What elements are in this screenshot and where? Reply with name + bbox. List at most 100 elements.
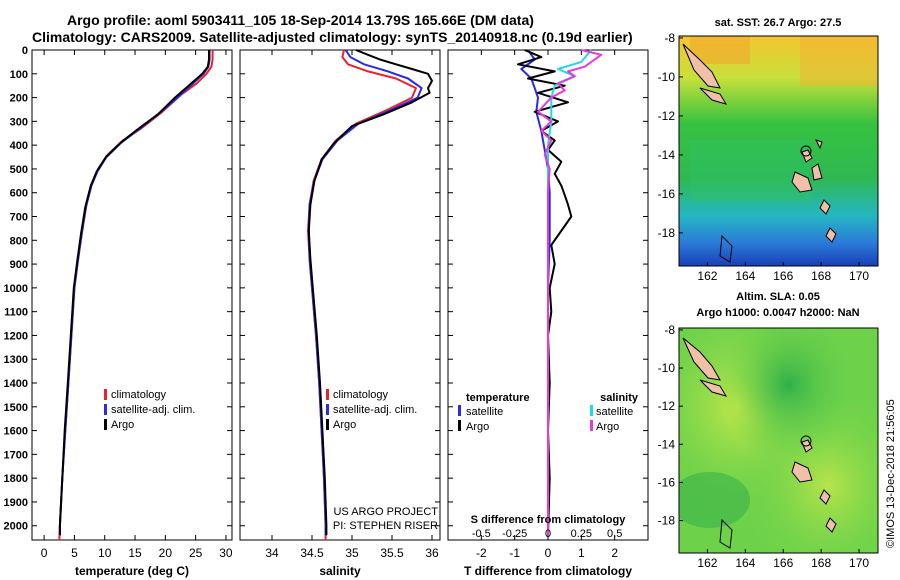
depth-tick-label: 100 <box>10 69 28 81</box>
depth-tick-label: 1500 <box>4 402 28 414</box>
legend-label: Argo <box>596 421 619 433</box>
imos-stamp: ©IMOS 13-Dec-2018 21:56:05 <box>885 399 897 548</box>
salinity-panel-frame <box>239 49 441 541</box>
sst-warm-patch <box>800 36 878 86</box>
legend-swatch <box>104 389 107 400</box>
x-tick-label: 0 <box>41 546 48 560</box>
x-tick-label: 36 <box>425 546 439 560</box>
depth-tick-label: 1600 <box>4 426 28 438</box>
depth-tick-label: 200 <box>10 93 28 105</box>
x-tick-label: 20 <box>159 546 173 560</box>
x-tick-label: 34.5 <box>300 546 324 560</box>
temperature-panel: 0 5 10 15 20 25 30 temperature (deg C) climatolo… <box>41 50 233 578</box>
lon-tick-label: 164 <box>735 269 755 283</box>
depth-tick-label: 600 <box>10 188 28 200</box>
legend-title: salinity <box>600 392 639 404</box>
x-tick-label: -2 <box>476 546 487 560</box>
island-shape <box>825 227 837 243</box>
depth-tick-label: 1000 <box>4 283 28 295</box>
legend-title: temperature <box>466 392 530 404</box>
island-shape <box>825 517 837 533</box>
series-line-argo <box>517 49 573 536</box>
sla-map-subtitle: Argo h1000: 0.0047 h2000: NaN <box>696 307 859 319</box>
s-tick-label: 0.5 <box>607 528 622 540</box>
legend-label: Argo <box>333 419 356 431</box>
lat-tick-label: -16 <box>658 187 676 201</box>
lon-tick-label: 166 <box>773 269 793 283</box>
difference-x-axis-label: T difference from climatology <box>464 564 632 578</box>
temperature-x-axis-label: temperature (deg C) <box>75 564 189 578</box>
reef-outline <box>719 518 733 549</box>
series-line-climatology <box>58 50 214 541</box>
difference-panel: -2 -1 0 1 2 T difference from climatology temp… <box>458 49 639 578</box>
island-shape <box>791 171 813 193</box>
series-line-argo <box>58 50 210 536</box>
legend-swatch <box>104 419 107 430</box>
x-tick-label: 35.5 <box>380 546 404 560</box>
depth-tick-label: 900 <box>10 259 28 271</box>
lat-tick-label: -12 <box>658 109 676 123</box>
sla-map-frame <box>678 327 879 554</box>
lat-tick-label: -8 <box>664 31 675 45</box>
s-tick-label: 0 <box>545 528 551 540</box>
lon-tick-label: 170 <box>849 269 869 283</box>
depth-tick-label: 1300 <box>4 354 28 366</box>
depth-tick-label: 2000 <box>4 521 28 533</box>
depth-tick-label: 1200 <box>4 330 28 342</box>
island-shape <box>682 43 721 89</box>
series-line-argo <box>307 49 433 536</box>
x-tick-label: 1 <box>578 546 585 560</box>
island-shape <box>819 489 831 505</box>
salinity-panel: 34 34.5 35 35.5 36 salinity climatology satelli… <box>265 49 439 578</box>
lon-tick-label: 168 <box>811 269 831 283</box>
x-tick-label: -1 <box>509 546 520 560</box>
legend-swatch <box>590 420 593 431</box>
temperature-panel-frame <box>31 49 233 541</box>
map-axes: 162 164 166 168 170 -8 -10 -12 -14 -16 -18 162 164 16… <box>658 31 870 570</box>
lon-tick-label: 170 <box>849 556 869 570</box>
argo-position-marker <box>800 145 812 157</box>
depth-tick-label: 1400 <box>4 378 28 390</box>
lon-tick-label: 162 <box>697 556 717 570</box>
lat-tick-label: -8 <box>664 323 675 337</box>
lat-tick-label: -10 <box>658 70 676 84</box>
x-tick-label: 15 <box>128 546 142 560</box>
depth-tick-label: 500 <box>10 164 28 176</box>
x-tick-label: 2 <box>611 546 618 560</box>
depth-tick-label: 400 <box>10 140 28 152</box>
lat-tick-label: -14 <box>658 148 676 162</box>
lon-tick-label: 168 <box>811 556 831 570</box>
x-tick-label: 10 <box>98 546 112 560</box>
legend-swatch <box>326 389 329 400</box>
legend-label: satellite <box>466 406 503 418</box>
series-line-satellite <box>520 49 551 536</box>
island-shape <box>819 199 831 215</box>
depth-tick-label: 1900 <box>4 497 28 509</box>
island-shape <box>682 337 721 381</box>
island-shape <box>699 87 728 105</box>
legend-label: satellite-adj. clim. <box>111 404 195 416</box>
x-tick-label: 0 <box>545 546 552 560</box>
s-tick-label: 0.25 <box>571 528 592 540</box>
x-tick-label: 25 <box>189 546 203 560</box>
legend-label: Argo <box>466 421 489 433</box>
lon-tick-label: 162 <box>697 269 717 283</box>
credit-text: PI: STEPHEN RISER <box>333 520 438 532</box>
s-tick-label: -0.5 <box>472 528 491 540</box>
island-shape <box>815 139 823 150</box>
s-difference-axis-label: S difference from climatology <box>471 514 627 526</box>
sst-map-frame <box>678 35 879 267</box>
legend-label: Argo <box>111 419 134 431</box>
legend-swatch <box>326 419 329 430</box>
depth-tick-label: 300 <box>10 116 28 128</box>
series-line-argo <box>537 49 603 536</box>
s-tick-label: -0.25 <box>502 528 527 540</box>
legend-label: satellite <box>596 406 633 418</box>
lat-tick-label: -16 <box>658 475 676 489</box>
series-line-satellite-adj-clim- <box>307 49 423 536</box>
sst-mid-patch <box>690 140 810 200</box>
island-shape <box>811 163 823 181</box>
legend-swatch <box>326 404 329 415</box>
